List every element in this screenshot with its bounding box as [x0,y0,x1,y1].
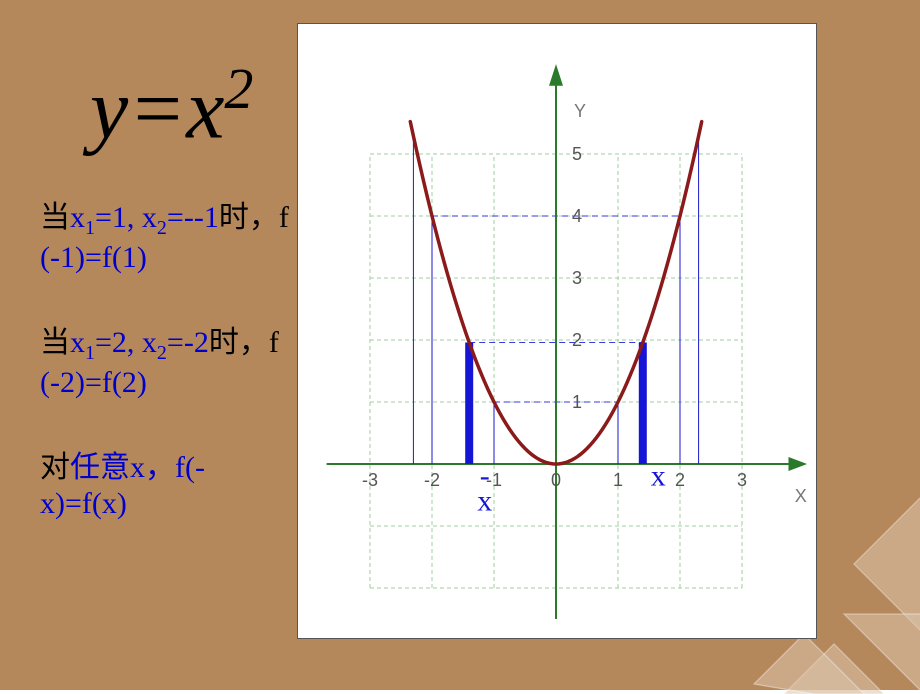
svg-text:3: 3 [737,470,747,490]
svg-text:2: 2 [675,470,685,490]
example-text-2: 当x1=2, x2=-2时，f(-2)=f(2) [40,325,300,401]
svg-text:-2: -2 [424,470,440,490]
example-text-1: 当x1=1, x2=--1时，f(-1)=f(1) [40,200,300,276]
svg-text:2: 2 [572,330,582,350]
svg-text:1: 1 [572,392,582,412]
parabola-chart: -3-2-1012312345YX-xx [298,24,816,638]
equation-title: y=x2 [90,55,253,159]
svg-text:x: x [651,460,666,493]
svg-text:x: x [477,485,492,518]
svg-text:Y: Y [574,101,586,121]
svg-text:X: X [795,486,807,506]
svg-text:4: 4 [572,206,582,226]
svg-text:0: 0 [551,470,561,490]
svg-text:5: 5 [572,144,582,164]
svg-text:3: 3 [572,268,582,288]
general-statement: 对任意x，f(-x)=f(x) [40,450,300,522]
svg-text:-3: -3 [362,470,378,490]
svg-text:1: 1 [613,470,623,490]
